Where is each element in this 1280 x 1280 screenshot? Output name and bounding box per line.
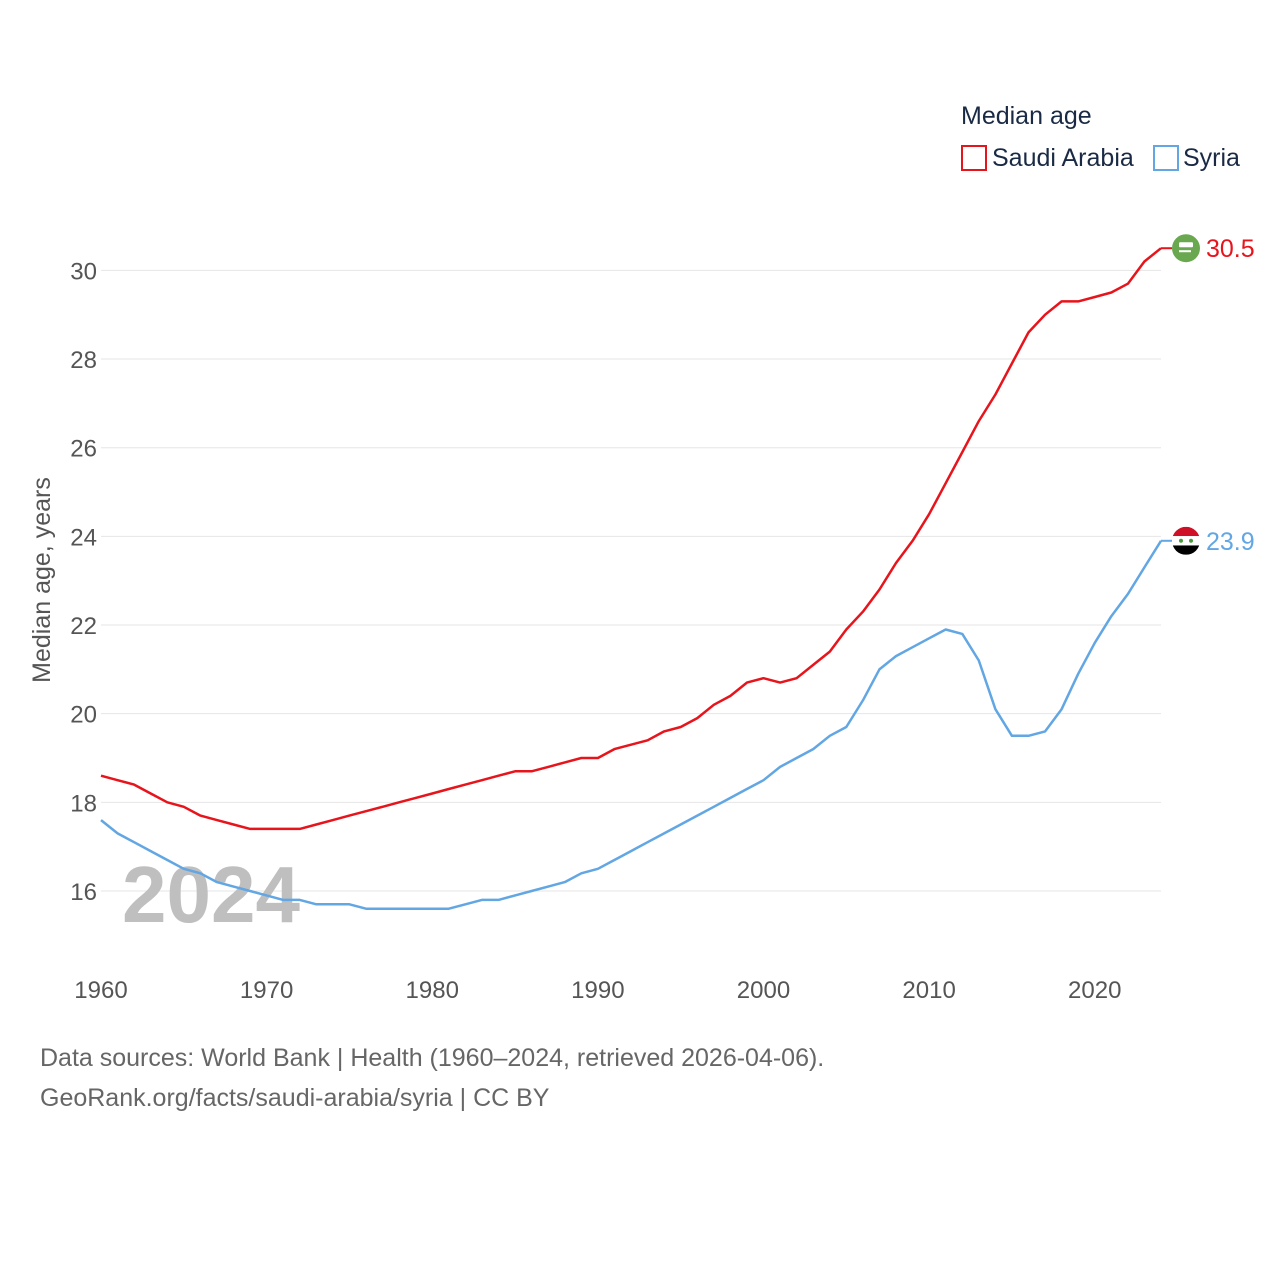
series-line-syria[interactable]	[100, 540, 1163, 910]
end-value-label-saudi-arabia: 30.5	[1206, 235, 1255, 263]
legend-swatch-saudi-arabia[interactable]	[961, 145, 987, 171]
x-tick-label: 1960	[74, 977, 127, 1004]
series-lines	[100, 247, 1163, 910]
x-tick-label: 2010	[902, 977, 955, 1004]
x-axis-ticks: 1960 1970 1980 1990 2000 2010 2020	[74, 977, 1121, 1004]
legend-title: Median age	[961, 102, 1092, 130]
y-axis-label: Median age, years	[28, 477, 56, 683]
y-tick-label: 18	[70, 790, 97, 817]
saudi-arabia-flag-icon	[1172, 234, 1200, 263]
license-link[interactable]: GeoRank.org/facts/saudi-arabia/syria | C…	[40, 1084, 550, 1112]
legend-label-saudi-arabia[interactable]: Saudi Arabia	[992, 144, 1134, 172]
y-axis-ticks: 16 18 20 22 24 26 28 30	[70, 258, 97, 906]
end-value-label-syria: 23.9	[1206, 528, 1255, 556]
series-line-saudi-arabia[interactable]	[100, 247, 1162, 831]
y-tick-label: 30	[70, 258, 97, 285]
y-tick-label: 26	[70, 436, 97, 463]
y-tick-label: 22	[70, 613, 97, 640]
legend: Median age Saudi Arabia Syria	[961, 102, 1240, 172]
y-tick-label: 24	[70, 524, 97, 551]
x-tick-label: 1970	[240, 977, 293, 1004]
x-tick-label: 1980	[406, 977, 459, 1004]
x-tick-label: 2020	[1068, 977, 1121, 1004]
data-source-note: Data sources: World Bank | Health (1960–…	[40, 1044, 825, 1072]
y-tick-label: 16	[70, 879, 97, 906]
legend-label-syria[interactable]: Syria	[1183, 144, 1240, 172]
series-end-markers: 30.5 23.9	[1161, 234, 1255, 556]
gridlines	[101, 269, 1161, 892]
legend-swatch-syria[interactable]	[1153, 145, 1179, 171]
x-tick-label: 2000	[737, 977, 790, 1004]
syria-flag-icon	[1172, 526, 1200, 555]
year-watermark: 2024	[122, 850, 300, 939]
y-tick-label: 28	[70, 347, 97, 374]
y-tick-label: 20	[70, 702, 97, 729]
x-tick-label: 1990	[571, 977, 624, 1004]
